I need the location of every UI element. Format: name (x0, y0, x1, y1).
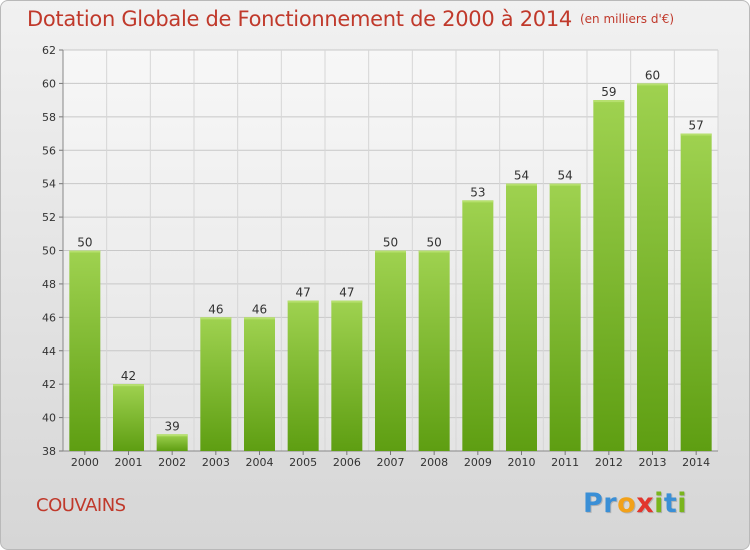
logo-letter: P (583, 488, 604, 519)
commune-name: COUVAINS (36, 495, 126, 516)
data-label: 57 (689, 119, 704, 133)
bar-highlight (287, 300, 319, 303)
x-tick-label: 2009 (464, 456, 492, 469)
data-label: 46 (252, 302, 267, 316)
y-tick-label: 48 (42, 278, 56, 291)
proxiti-logo: Proxiti (583, 488, 687, 519)
bar-highlight (593, 100, 625, 103)
bar (462, 200, 494, 451)
chart-unit: (en milliers d'€) (579, 12, 675, 26)
bar-highlight (506, 183, 537, 186)
logo-letter: t (663, 488, 678, 519)
x-tick-label: 2014 (682, 456, 710, 469)
x-tick-label: 2008 (420, 456, 448, 469)
bar (156, 434, 188, 451)
logo-letter: i (654, 488, 664, 519)
x-tick-label: 2000 (71, 456, 99, 469)
bar-highlight (375, 250, 406, 253)
x-tick-label: 2010 (508, 456, 536, 469)
x-tick-label: 2006 (333, 456, 361, 469)
bar-highlight (244, 317, 275, 320)
bar-highlight (69, 250, 101, 253)
data-label: 59 (601, 85, 616, 99)
bar (113, 384, 144, 451)
bar-highlight (549, 183, 581, 186)
logo-letter: r (603, 488, 618, 519)
logo-letter: o (617, 488, 637, 519)
data-label: 54 (558, 169, 573, 183)
data-label: 54 (514, 169, 529, 183)
x-tick-label: 2003 (202, 456, 230, 469)
bar (69, 250, 101, 451)
x-tick-label: 2012 (595, 456, 623, 469)
logo-letter: i (677, 488, 688, 519)
data-label: 50 (427, 236, 442, 250)
chart-title: Dotation Globale de Fonctionnement de 20… (27, 7, 674, 31)
data-label: 46 (208, 302, 223, 316)
bar-highlight (113, 384, 144, 387)
y-tick-label: 52 (42, 211, 56, 224)
x-tick-label: 2005 (289, 456, 317, 469)
x-tick-label: 2001 (115, 456, 143, 469)
logo-letter: x (636, 488, 655, 519)
y-tick-label: 42 (42, 378, 56, 391)
data-label: 50 (77, 236, 92, 250)
bar (287, 300, 319, 451)
y-tick-label: 56 (42, 144, 56, 157)
y-tick-label: 38 (42, 445, 56, 458)
data-label: 47 (296, 286, 311, 300)
bar (549, 183, 581, 451)
bar (418, 250, 450, 451)
bar-highlight (680, 133, 712, 136)
bar-highlight (200, 317, 232, 320)
bar (331, 300, 363, 451)
y-tick-label: 58 (42, 111, 56, 124)
x-tick-label: 2013 (639, 456, 667, 469)
data-label: 47 (339, 286, 354, 300)
data-label: 42 (121, 369, 136, 383)
bar-highlight (637, 83, 668, 86)
bar (200, 317, 232, 451)
bar (244, 317, 275, 451)
y-tick-label: 46 (42, 311, 56, 324)
bar (680, 133, 712, 451)
x-tick-label: 2007 (377, 456, 405, 469)
y-tick-label: 62 (42, 44, 56, 57)
data-label: 60 (645, 68, 660, 82)
bar-highlight (331, 300, 363, 303)
bar (593, 100, 625, 451)
bar (375, 250, 406, 451)
x-tick-label: 2004 (246, 456, 274, 469)
bar-highlight (418, 250, 450, 253)
y-tick-label: 50 (42, 245, 56, 258)
y-tick-label: 44 (42, 345, 56, 358)
bar-highlight (156, 434, 188, 437)
bar (637, 83, 668, 452)
data-label: 50 (383, 236, 398, 250)
data-label: 39 (165, 419, 180, 433)
y-tick-label: 54 (42, 178, 56, 191)
y-tick-label: 60 (42, 77, 56, 90)
data-label: 53 (470, 185, 485, 199)
chart-title-text: Dotation Globale de Fonctionnement de 20… (27, 7, 572, 31)
y-tick-label: 40 (42, 412, 56, 425)
x-tick-label: 2002 (158, 456, 186, 469)
bar (506, 183, 537, 451)
x-tick-label: 2011 (551, 456, 579, 469)
bar-highlight (462, 200, 494, 203)
